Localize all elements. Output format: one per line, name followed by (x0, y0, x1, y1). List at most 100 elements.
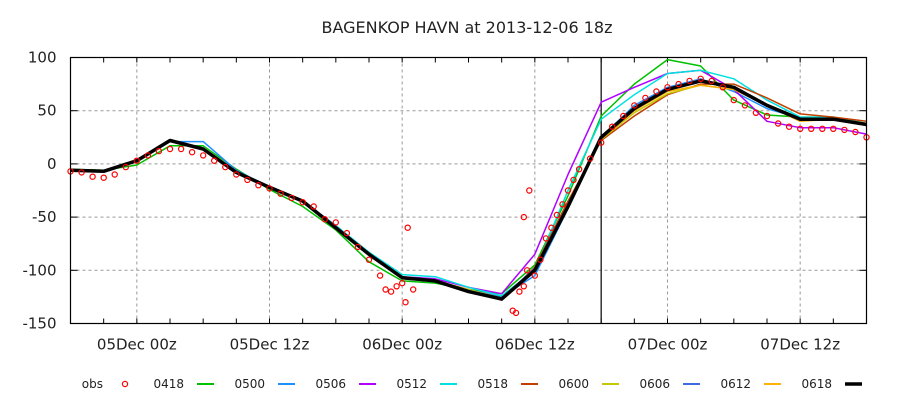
obs-point (288, 194, 295, 202)
obs-point (548, 224, 555, 231)
obs-point (512, 309, 520, 317)
obs-point (387, 288, 395, 295)
series-lines (70, 58, 867, 301)
obs-point (730, 96, 738, 104)
obs-point (852, 128, 859, 136)
obs-point (686, 77, 693, 85)
obs-point (365, 256, 373, 263)
x-tick-label: 05Dec 00z (97, 336, 177, 354)
grid (70, 57, 867, 324)
obs-point (100, 174, 107, 181)
x-axis: 05Dec 00z 05Dec 12z 06Dec 00z 06Dec 12z 07De… (97, 57, 840, 354)
legend-label: 0500 (234, 377, 265, 391)
obs-point (277, 190, 284, 197)
series-line-0618 (70, 79, 867, 301)
chart-title: BAGENKOP HAVN at 2013-12-06 18z (321, 18, 612, 37)
obs-point (310, 203, 317, 210)
obs-point (233, 171, 240, 178)
obs-point (808, 125, 815, 133)
obs-point (210, 157, 218, 164)
obs-point (516, 288, 523, 295)
obs-point (598, 139, 605, 146)
obs-point (719, 84, 727, 91)
legend-label: 0618 (801, 377, 832, 391)
y-tick-label: -100 (22, 261, 56, 279)
obs-point (564, 187, 572, 194)
obs-point (537, 256, 544, 263)
obs-point (520, 283, 528, 290)
obs-point (343, 229, 351, 237)
legend-label: 0418 (153, 377, 184, 391)
obs-point (376, 272, 384, 279)
obs-point (642, 94, 649, 102)
obs-point (570, 176, 577, 184)
obs-point (299, 198, 306, 206)
obs-point (255, 181, 262, 189)
x-tick-label: 05Dec 12z (230, 336, 310, 354)
legend-label: 0518 (477, 377, 508, 391)
obs-point (177, 145, 185, 153)
obs-point (653, 88, 660, 95)
obs-point (559, 201, 566, 208)
obs-point (774, 120, 782, 127)
obs-point (620, 112, 627, 120)
obs-point (697, 75, 704, 83)
obs-point (542, 235, 550, 242)
legend-swatch-obs (121, 380, 129, 388)
obs-point (122, 163, 130, 171)
y-tick-label: 100 (28, 49, 57, 67)
legend: obs 0418 0500 0506 0512 0518 0600 0606 0612 0618 (82, 377, 862, 391)
obs-point (708, 77, 715, 85)
obs-point (144, 152, 152, 159)
obs-point (553, 211, 561, 219)
obs-point (354, 243, 362, 251)
legend-label: obs (82, 377, 103, 391)
obs-point (393, 283, 400, 290)
obs-point (609, 123, 616, 130)
x-tick-label: 07Dec 12z (760, 336, 840, 354)
obs-point (244, 176, 251, 184)
series-line-0512 (269, 69, 867, 297)
obs-point (523, 267, 531, 274)
obs-point (402, 299, 409, 306)
obs-point (631, 102, 638, 109)
obs-point (819, 125, 826, 133)
obs-point (78, 169, 85, 176)
series-line-0612 (534, 84, 867, 269)
obs-point (382, 286, 389, 293)
obs-point (399, 279, 406, 287)
obs-point (752, 109, 760, 117)
y-tick-label: 0 (47, 155, 57, 173)
obs-point (664, 84, 671, 91)
obs-point (675, 80, 682, 88)
obs-point (410, 286, 417, 293)
obs-point (526, 187, 533, 194)
obs-point (155, 147, 163, 155)
legend-label: 0506 (315, 377, 346, 391)
obs-point (741, 102, 749, 109)
obs-point (575, 165, 583, 173)
obs-point (797, 125, 804, 133)
obs-point (531, 272, 539, 279)
obs-point (321, 215, 328, 223)
obs-point (586, 155, 594, 162)
plot-frame (69, 56, 868, 325)
y-tick-label: -50 (32, 208, 57, 226)
obs-point (188, 148, 196, 156)
obs-point (111, 171, 118, 178)
legend-label: 0512 (396, 377, 427, 391)
obs-points (67, 75, 870, 317)
obs-point (520, 213, 528, 221)
legend-label: 0612 (720, 377, 751, 391)
legend-label: 0600 (558, 377, 589, 391)
obs-point (199, 152, 207, 159)
x-tick-label: 07Dec 00z (628, 336, 708, 354)
obs-point (841, 126, 848, 134)
obs-point (404, 224, 411, 231)
obs-point (830, 125, 837, 133)
legend-label: 0606 (639, 377, 670, 391)
obs-point (166, 145, 174, 153)
y-tick-label: -150 (22, 315, 56, 333)
y-tick-label: 50 (37, 102, 56, 120)
